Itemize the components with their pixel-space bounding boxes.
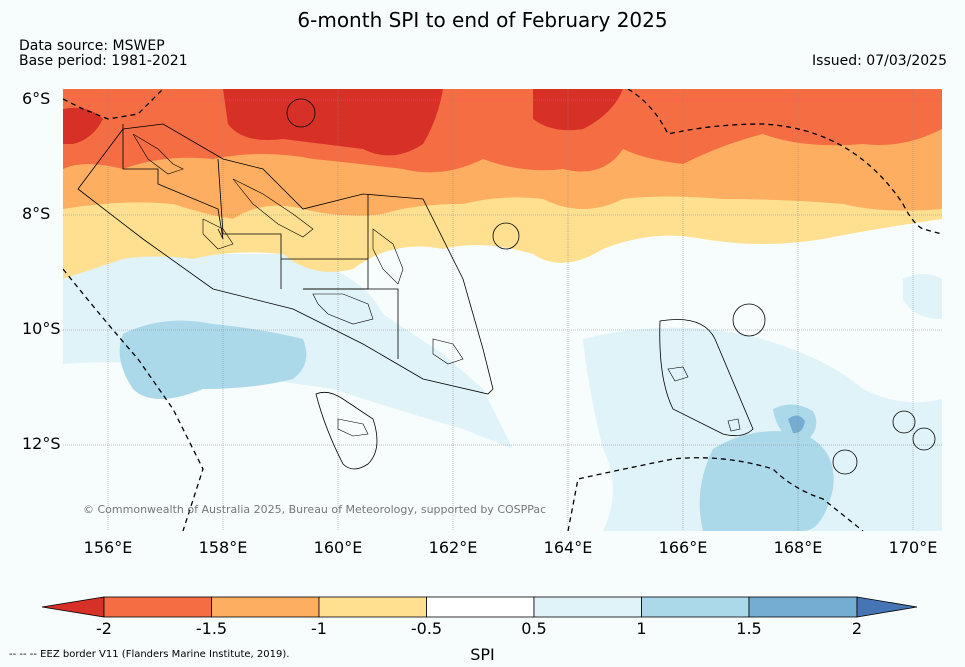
wet-region-east-strong	[788, 415, 805, 434]
colorbar-segment-1	[103, 596, 212, 618]
colorbar-segment-4	[426, 596, 535, 618]
issued-date: Issued: 07/03/2025	[812, 53, 947, 69]
colorbar-extend-low	[41, 596, 105, 618]
dry-region-extreme-west	[223, 89, 443, 156]
colorbar-segment-5	[533, 596, 642, 618]
wet-region-east-core	[699, 431, 834, 531]
colorbar-tick-0-5: 0.5	[521, 619, 547, 638]
base-period-text: Base period: 1981-2021	[19, 53, 188, 69]
lon-label-170e: 170°E	[888, 538, 938, 557]
eez-borders	[63, 89, 942, 531]
island-outlines	[132, 133, 741, 437]
lat-label-8s: 8°S	[22, 204, 51, 223]
lat-label-12s: 12°S	[22, 434, 61, 453]
copyright-notice: © Commonwealth of Australia 2025, Bureau…	[83, 503, 547, 516]
spi-map-canvas	[63, 89, 942, 531]
wet-region-west-core	[119, 320, 307, 399]
colorbar-tick-2: 2	[851, 619, 863, 638]
spi-map	[63, 89, 942, 531]
island-eez-circles	[286, 98, 936, 475]
colorbar-tick-1: 1	[636, 619, 647, 638]
colorbar-tick-1-5: 1.5	[736, 619, 762, 638]
eez-footnote: -- -- -- EEZ border V11 (Flanders Marine…	[9, 649, 290, 660]
spi-colorbar	[41, 596, 918, 618]
colorbar-label: SPI	[470, 645, 495, 664]
colorbar-segment-7	[748, 596, 858, 618]
colorbar-tick-neg2: -2	[96, 619, 112, 638]
province-boundaries	[77, 123, 494, 395]
graticule	[63, 89, 942, 531]
lon-label-164e: 164°E	[543, 538, 593, 557]
lat-label-10s: 10°S	[22, 319, 61, 338]
colorbar-extend-high	[856, 596, 918, 618]
colorbar-segment-2	[211, 596, 320, 618]
lat-label-6s: 6°S	[22, 89, 51, 108]
data-source-text: Data source: MSWEP	[19, 38, 165, 54]
lon-label-168e: 168°E	[773, 538, 823, 557]
lon-label-156e: 156°E	[83, 538, 133, 557]
colorbar-segment-6	[641, 596, 750, 618]
dry-region-extreme-east	[533, 89, 623, 131]
colorbar-tick-neg1-5: -1.5	[195, 619, 228, 638]
lon-label-166e: 166°E	[658, 538, 708, 557]
map-metadata: Data source: MSWEP Base period: 1981-202…	[19, 39, 188, 69]
map-title: 6-month SPI to end of February 2025	[297, 8, 668, 32]
lon-label-162e: 162°E	[428, 538, 478, 557]
lon-label-158e: 158°E	[198, 538, 248, 557]
colorbar-tick-neg1: -1	[311, 619, 327, 638]
dry-region-west-edge	[63, 107, 103, 144]
colorbar-tick-neg0-5: -0.5	[410, 619, 443, 638]
colorbar-segment-3	[318, 596, 427, 618]
lon-label-160e: 160°E	[313, 538, 363, 557]
wet-region-southeast	[583, 327, 942, 531]
